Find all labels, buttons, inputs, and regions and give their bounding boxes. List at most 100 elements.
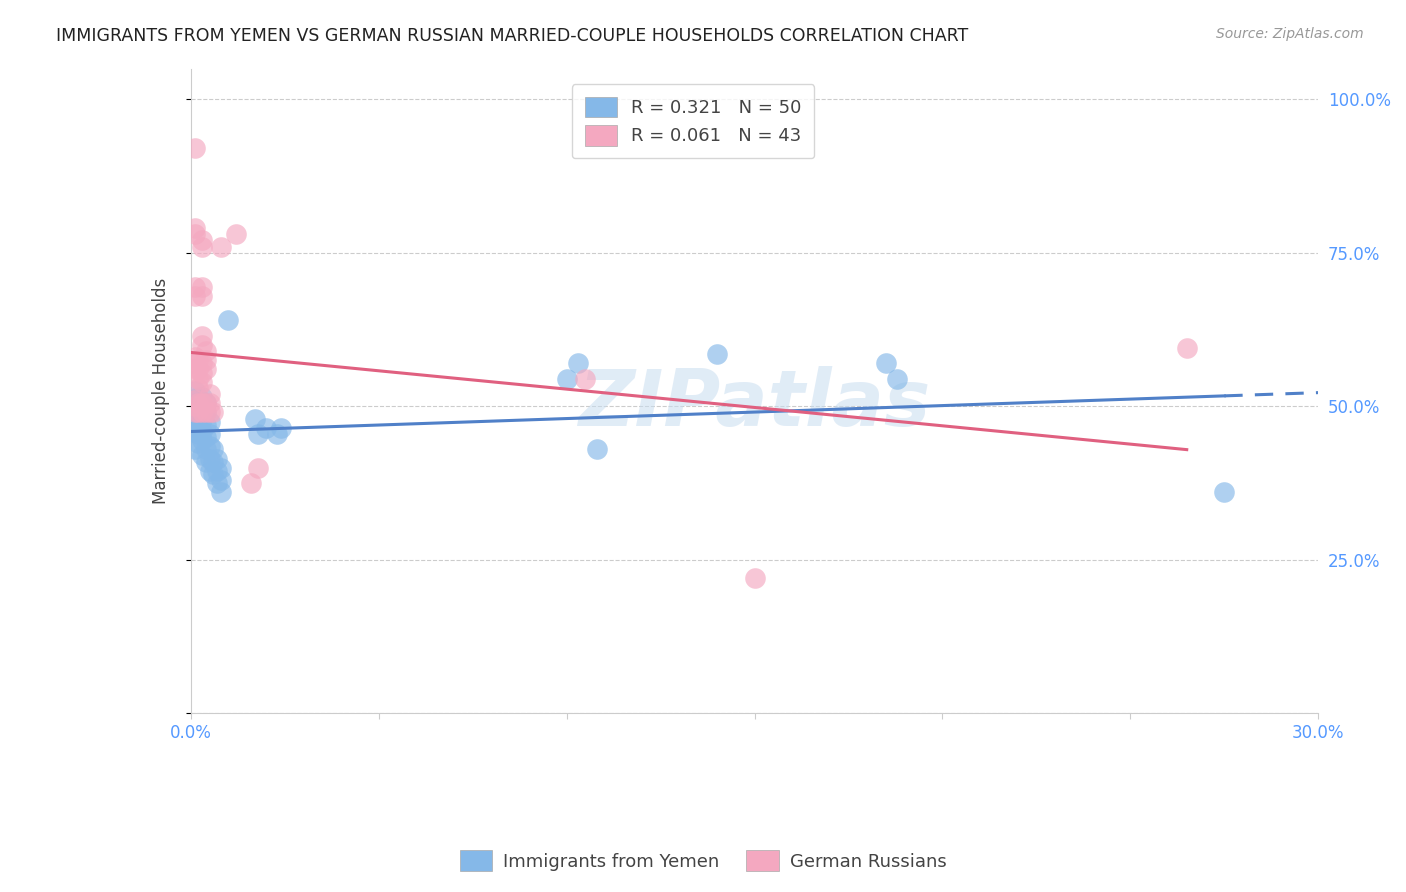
Point: [567, 356, 589, 370]
Text: IMMIGRANTS FROM YEMEN VS GERMAN RUSSIAN MARRIED-COUPLE HOUSEHOLDS CORRELATION CH: IMMIGRANTS FROM YEMEN VS GERMAN RUSSIAN …: [56, 27, 969, 45]
Point: [194, 417, 217, 432]
Point: [198, 387, 221, 401]
Point: [187, 402, 209, 417]
Point: [187, 353, 209, 368]
Point: [202, 467, 225, 481]
Point: [183, 227, 205, 242]
Point: [194, 353, 217, 368]
Point: [194, 396, 217, 410]
Text: R =: R =: [0, 881, 30, 892]
Point: [191, 289, 214, 303]
Point: [194, 455, 217, 469]
Point: [205, 464, 228, 478]
Point: [205, 451, 228, 466]
Point: [183, 356, 205, 370]
Point: [183, 384, 205, 398]
Point: [183, 405, 205, 419]
Point: [555, 372, 578, 386]
Point: [1213, 485, 1236, 500]
Point: [875, 356, 897, 370]
Point: [187, 421, 209, 435]
Point: [198, 439, 221, 453]
Point: [191, 405, 214, 419]
Point: [187, 390, 209, 404]
Point: [191, 390, 214, 404]
Point: [194, 362, 217, 376]
Point: [191, 375, 214, 389]
Point: [187, 362, 209, 376]
Point: [202, 405, 225, 419]
Legend: R = 0.321   N = 50, R = 0.061   N = 43: R = 0.321 N = 50, R = 0.061 N = 43: [572, 84, 814, 158]
Point: [247, 427, 270, 442]
Point: [191, 411, 214, 425]
Point: [183, 442, 205, 457]
Point: [744, 571, 766, 585]
Point: [187, 411, 209, 425]
Point: [198, 464, 221, 478]
Point: [191, 449, 214, 463]
Point: [191, 279, 214, 293]
Point: [198, 405, 221, 419]
Point: [194, 430, 217, 444]
Point: [209, 485, 232, 500]
Point: [198, 396, 221, 410]
Legend: Immigrants from Yemen, German Russians: Immigrants from Yemen, German Russians: [453, 843, 953, 879]
Point: [191, 433, 214, 447]
Point: [225, 227, 247, 242]
Point: [209, 460, 232, 475]
Point: [191, 424, 214, 438]
Point: [574, 372, 596, 386]
Point: [194, 405, 217, 419]
Point: [183, 289, 205, 303]
Point: [187, 427, 209, 442]
Point: [209, 473, 232, 487]
Point: [183, 393, 205, 408]
Point: [194, 396, 217, 410]
Point: [183, 393, 205, 408]
Point: [194, 344, 217, 359]
Point: [194, 405, 217, 419]
Point: [191, 356, 214, 370]
Point: [198, 427, 221, 442]
Point: [243, 411, 266, 425]
Point: [198, 451, 221, 466]
Text: Source: ZipAtlas.com: Source: ZipAtlas.com: [1216, 27, 1364, 41]
Point: [187, 436, 209, 450]
Point: [183, 400, 205, 414]
Point: [205, 476, 228, 491]
Point: [202, 442, 225, 457]
Point: [191, 400, 214, 414]
Point: [585, 442, 607, 457]
Point: [1175, 341, 1198, 355]
Point: [187, 372, 209, 386]
Point: [191, 234, 214, 248]
Point: [209, 240, 232, 254]
Point: [198, 415, 221, 429]
Point: [187, 405, 209, 419]
Point: [239, 476, 262, 491]
Point: [183, 350, 205, 364]
Point: [187, 396, 209, 410]
Point: [191, 328, 214, 343]
Point: [191, 240, 214, 254]
Point: [183, 405, 205, 419]
Text: ZIPatlas: ZIPatlas: [578, 366, 931, 442]
Point: [191, 396, 214, 410]
Point: [886, 372, 908, 386]
Point: [183, 141, 205, 155]
Point: [187, 381, 209, 395]
Point: [191, 338, 214, 352]
Point: [194, 442, 217, 457]
Point: [247, 460, 270, 475]
Point: [187, 396, 209, 410]
Point: [254, 421, 277, 435]
Y-axis label: Married-couple Households: Married-couple Households: [152, 277, 170, 504]
Point: [183, 279, 205, 293]
Point: [183, 362, 205, 376]
Point: [706, 347, 728, 361]
Point: [183, 415, 205, 429]
Point: [266, 427, 288, 442]
Point: [183, 400, 205, 414]
Point: [183, 221, 205, 235]
Point: [270, 421, 292, 435]
